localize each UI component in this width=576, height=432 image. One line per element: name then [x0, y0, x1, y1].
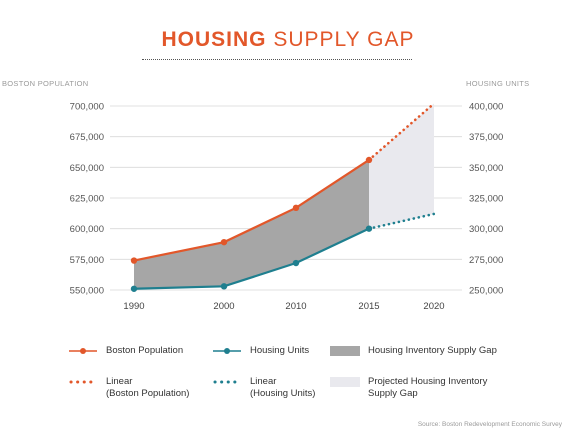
right-tick-label: 325,000: [469, 194, 503, 205]
x-tick-label: 2015: [358, 301, 379, 312]
population-line: [133, 159, 370, 262]
legend-label: Housing Units: [250, 345, 309, 357]
legend-label: Projected Housing Inventory Supply Gap: [368, 376, 487, 400]
left-tick-label: 650,000: [70, 163, 104, 174]
source-note: Source: Boston Redevelopment Economic Su…: [417, 421, 562, 428]
legend-symbol: [69, 380, 99, 384]
right-tick-label: 275,000: [469, 255, 503, 266]
left-tick-label: 700,000: [70, 102, 104, 113]
page-title: HOUSING SUPPLY GAP: [0, 28, 576, 52]
legend-label: Linear (Housing Units): [250, 376, 315, 400]
right-tick-label: 350,000: [469, 163, 503, 174]
supply-gap-area: [134, 159, 369, 289]
legend-label: Linear (Boston Population): [106, 376, 189, 400]
left-tick-label: 675,000: [70, 132, 104, 143]
left-tick-label: 575,000: [70, 255, 104, 266]
legend-symbol: [330, 377, 360, 387]
title-underline: [142, 59, 412, 60]
legend-label: Boston Population: [106, 345, 183, 357]
left-tick-label: 550,000: [70, 286, 104, 297]
housing-point: [292, 259, 300, 267]
housing-point: [365, 225, 373, 232]
legend-item: Projected Housing Inventory Supply Gap: [330, 376, 487, 400]
legend-symbol: [213, 380, 243, 384]
legend-label-line: Projected Housing Inventory: [368, 376, 488, 387]
housing-point: [220, 283, 228, 290]
population-projection-line: [367, 102, 436, 162]
population-point: [292, 204, 300, 212]
legend-label-line: Boston Population: [106, 345, 184, 356]
legend-item: Housing Units: [212, 345, 309, 357]
right-tick-label: 250,000: [469, 286, 503, 297]
right-tick-label: 375,000: [469, 132, 503, 143]
title-light: SUPPLY GAP: [273, 28, 415, 51]
legend-item: Housing Inventory Supply Gap: [330, 345, 497, 357]
left-tick-label: 625,000: [70, 194, 104, 205]
projected-supply-gap-area: [369, 103, 434, 229]
legend-label-sub: Supply Gap: [368, 388, 418, 399]
legend-label-line: Linear: [106, 376, 133, 387]
legend-label-line: Housing Units: [250, 345, 310, 356]
x-tick-label: 2000: [213, 301, 234, 312]
housing-line: [133, 227, 370, 290]
legend-item: Linear (Boston Population): [68, 376, 189, 400]
x-tick-label: 1990: [123, 301, 144, 312]
legend-label-line: Linear: [250, 376, 277, 387]
housing-projection-line: [367, 212, 436, 230]
housing-point: [130, 285, 138, 292]
x-tick-label: 2020: [423, 301, 444, 312]
population-point: [220, 238, 228, 246]
legend-label-line: Housing Inventory Supply Gap: [368, 345, 497, 356]
legend-item: Linear (Housing Units): [212, 376, 315, 400]
left-tick-label: 600,000: [70, 224, 104, 235]
right-axis-title: HOUSING UNITS: [466, 79, 530, 88]
x-tick-label: 2010: [285, 301, 306, 312]
legend-symbol: [69, 348, 97, 354]
legend-symbol: [330, 346, 360, 356]
legend-label-sub: (Housing Units): [250, 388, 316, 399]
left-axis-title: BOSTON POPULATION: [2, 79, 89, 88]
legend-symbol: [213, 348, 241, 354]
right-tick-label: 400,000: [469, 102, 503, 113]
population-point: [130, 257, 138, 264]
right-tick-label: 300,000: [469, 224, 503, 235]
title-bold: HOUSING: [161, 28, 267, 51]
population-point: [365, 156, 373, 164]
legend-label: Housing Inventory Supply Gap: [368, 345, 497, 357]
legend-item: Boston Population: [68, 345, 183, 357]
legend-label-sub: (Boston Population): [106, 388, 190, 399]
